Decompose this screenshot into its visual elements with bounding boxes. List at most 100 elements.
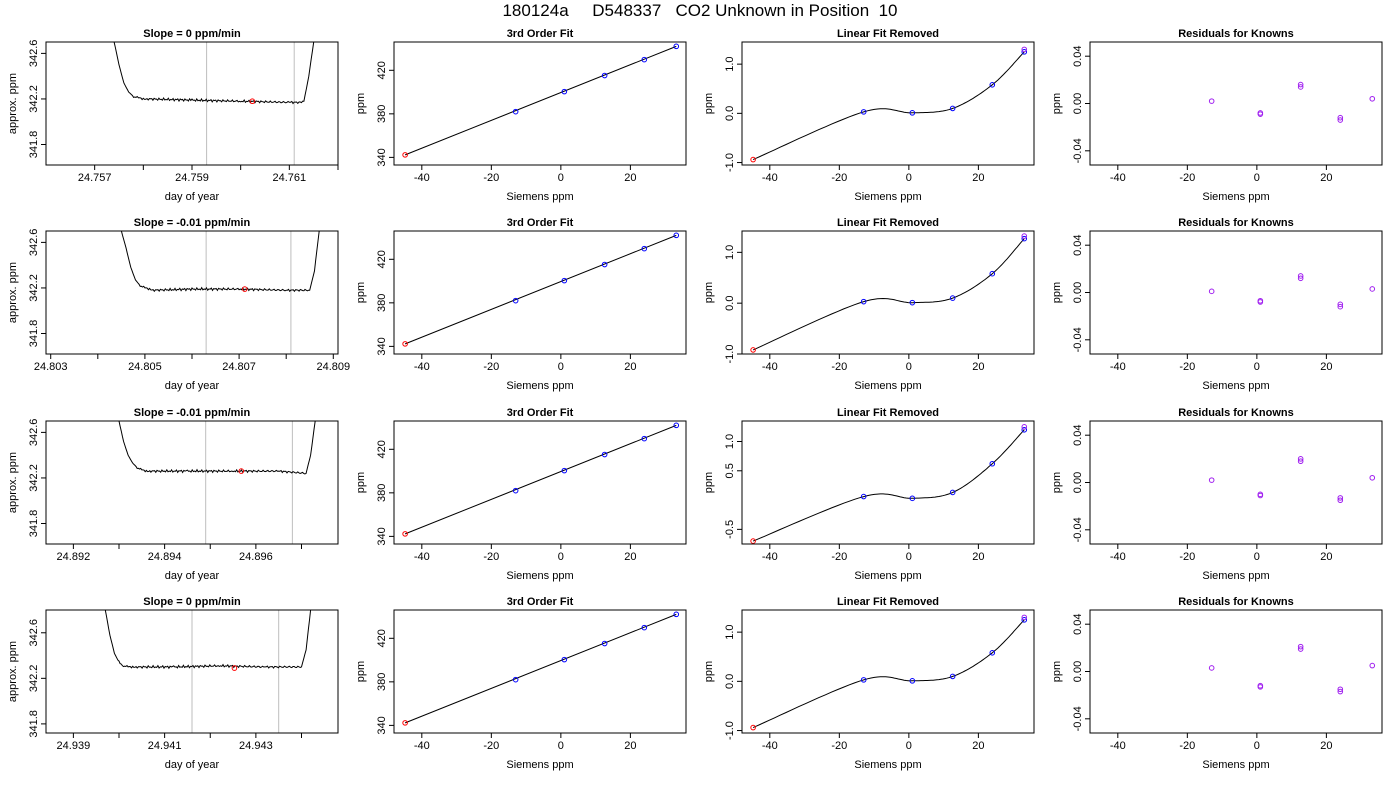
known-residual-point (1297, 643, 1304, 650)
y-tick-label: -0.04 (1072, 517, 1084, 542)
unknown-residual-point (750, 347, 756, 353)
plot-area (750, 424, 1028, 544)
y-tick-label: -0.04 (1072, 706, 1084, 731)
known-residual-point (989, 460, 996, 467)
plot-frame (741, 609, 1035, 734)
x-tick-label: -20 (1179, 740, 1195, 752)
panel-resid-row2: Linear Fit Removed -40 -20 0 20 -1.0 0.0 1.0 Sie… (703, 217, 1035, 392)
x-axis-label: Siemens ppm (854, 191, 921, 203)
known-residual-point (989, 650, 996, 656)
x-axis-label: Siemens ppm (1202, 380, 1269, 392)
x-axis-label: Siemens ppm (854, 570, 921, 582)
x-tick-label: -40 (762, 551, 778, 563)
panel-knowns-row3: Residuals for Knowns -40 -20 0 20 -0.04 0.00 0.… (1051, 407, 1383, 582)
plot-area (402, 422, 680, 537)
x-tick-label: 0 (1254, 740, 1260, 752)
x-tick-label: 24.941 (148, 740, 182, 752)
plot-area (1208, 643, 1376, 695)
x-tick-label: 24.894 (148, 551, 182, 563)
y-tick-label: 0.04 (1072, 613, 1084, 634)
x-tick-label: -40 (762, 172, 778, 184)
x-tick-label: -20 (1179, 172, 1195, 184)
plot-frame (45, 420, 339, 545)
known-point (512, 676, 519, 683)
known-residual-point (1337, 117, 1344, 123)
y-axis-label: ppm (1051, 661, 1063, 682)
known-residual-point (1337, 497, 1344, 504)
y-tick-label: 342.2 (28, 85, 40, 113)
panel-title: Slope = 0 ppm/min (143, 28, 241, 40)
plot-area (1208, 81, 1376, 123)
x-axis-label: Siemens ppm (1202, 759, 1269, 771)
known-point (641, 435, 648, 442)
x-axis-label: Siemens ppm (854, 759, 921, 771)
time-series-line (113, 42, 315, 105)
x-tick-label: 20 (1320, 740, 1332, 752)
panel-title: Slope = 0 ppm/min (143, 596, 241, 608)
plot-area (113, 42, 315, 165)
x-tick-label: 20 (624, 172, 636, 184)
x-tick-label: -20 (831, 551, 847, 563)
unknown-residual-point (750, 724, 756, 731)
known-residual-point (1257, 492, 1264, 499)
known-residual-point (1021, 614, 1028, 621)
x-tick-label: -20 (1179, 361, 1195, 373)
x-axis-label: Siemens ppm (506, 191, 573, 203)
known-residual-point (1021, 46, 1028, 53)
x-tick-label: -20 (831, 740, 847, 752)
x-axis-label: day of year (165, 380, 220, 392)
x-tick-label: 24.807 (222, 361, 256, 373)
known-residual-point (1021, 426, 1028, 433)
x-tick-label: -20 (483, 172, 499, 184)
unknown-point (402, 531, 408, 537)
x-tick-label: 20 (972, 740, 984, 752)
y-tick-label: 420 (376, 250, 388, 268)
y-tick-label: 0.04 (1072, 234, 1084, 255)
fit-line (404, 613, 677, 724)
known-residual-point (1021, 49, 1028, 55)
known-point (561, 467, 568, 474)
x-tick-label: 0 (1254, 551, 1260, 563)
plot-area (402, 43, 680, 158)
known-residual-point (909, 678, 916, 684)
y-tick-label: 341.8 (28, 320, 40, 348)
known-point (601, 72, 608, 79)
known-point (512, 297, 519, 304)
y-axis-label: ppm (355, 661, 367, 682)
plot-area (1208, 273, 1376, 310)
x-tick-label: -40 (1110, 361, 1126, 373)
plot-frame (1089, 420, 1383, 545)
known-residual-point (909, 299, 916, 306)
x-axis-label: Siemens ppm (1202, 570, 1269, 582)
panel-knowns-row1: Residuals for Knowns -40 -20 0 20 -0.04 0.00 0.… (1051, 28, 1383, 203)
x-tick-label: -40 (414, 172, 430, 184)
y-tick-label: 342.6 (28, 40, 40, 68)
plot-frame (1089, 609, 1383, 734)
known-residual-point (1337, 301, 1344, 308)
x-tick-label: -20 (483, 740, 499, 752)
y-tick-label: 0.00 (1072, 282, 1084, 303)
x-tick-label: -20 (1179, 551, 1195, 563)
y-axis-label: ppm (703, 661, 715, 682)
y-tick-label: 380 (376, 673, 388, 691)
x-tick-label: 24.892 (57, 551, 91, 563)
y-tick-label: 342.6 (28, 619, 40, 647)
x-tick-label: -40 (1110, 172, 1126, 184)
panel-title: Residuals for Knowns (1178, 407, 1294, 419)
x-tick-label: 0 (906, 740, 912, 752)
plot-area (750, 46, 1028, 163)
known-point (641, 624, 648, 631)
x-tick-label: 0 (558, 361, 564, 373)
known-residual-point (860, 109, 867, 115)
y-tick-label: 380 (376, 105, 388, 123)
known-residual-point (1257, 111, 1264, 117)
panel-title: Residuals for Knowns (1178, 28, 1294, 40)
x-tick-label: 24.939 (57, 740, 91, 752)
known-point (641, 245, 648, 252)
known-point (673, 232, 680, 239)
known-residual-point (1257, 684, 1264, 690)
plot-frame (741, 420, 1035, 545)
panel-fit-row4: 3rd Order Fit -40 -20 0 20 340 380 420 Siemens p… (355, 596, 687, 771)
y-tick-label: 341.8 (28, 131, 40, 159)
y-tick-label: -0.5 (724, 520, 736, 539)
